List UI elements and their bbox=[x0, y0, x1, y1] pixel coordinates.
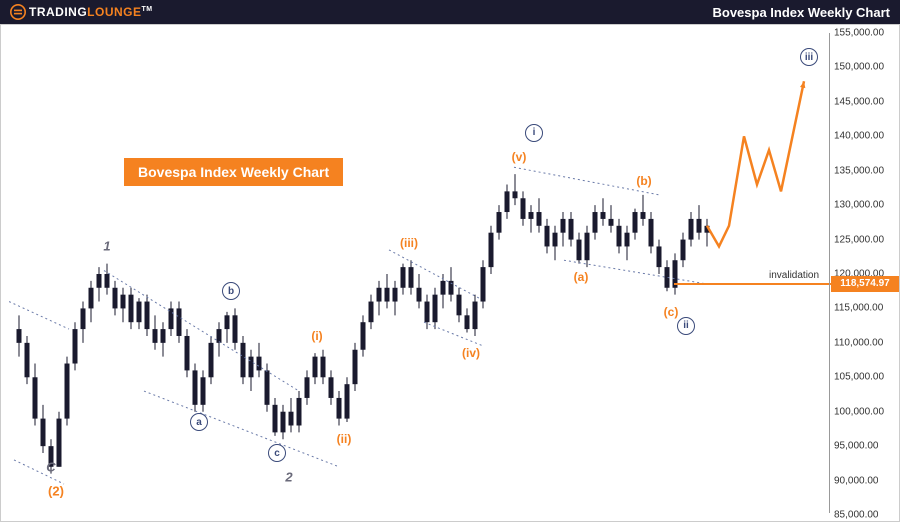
wave-label: 1 bbox=[103, 239, 110, 254]
logo-text-2: LOUNGE bbox=[87, 5, 141, 19]
wave-label: (b) bbox=[636, 174, 651, 188]
wave-label: C bbox=[46, 459, 55, 474]
header-title: Bovespa Index Weekly Chart bbox=[713, 5, 891, 20]
wave-label: i bbox=[525, 124, 543, 142]
y-tick: 85,000.00 bbox=[834, 510, 879, 521]
y-tick: 145,000.00 bbox=[834, 96, 884, 107]
y-axis: 85,000.0090,000.0095,000.00100,000.00105… bbox=[829, 33, 899, 513]
wave-label: (iii) bbox=[400, 236, 418, 250]
wave-label: (iv) bbox=[462, 346, 480, 360]
logo: TRADINGLOUNGETM bbox=[10, 4, 153, 20]
wave-label: a bbox=[190, 413, 208, 431]
y-tick: 95,000.00 bbox=[834, 441, 879, 452]
y-tick: 105,000.00 bbox=[834, 372, 884, 383]
wave-label: c bbox=[268, 444, 286, 462]
wave-label: iii bbox=[800, 48, 818, 66]
invalidation-line bbox=[674, 283, 831, 285]
wave-label: (v) bbox=[512, 150, 527, 164]
logo-icon bbox=[10, 4, 26, 20]
chart-plot[interactable]: Bovespa Index Weekly Chart invalidation … bbox=[9, 33, 829, 513]
y-tick: 150,000.00 bbox=[834, 62, 884, 73]
y-tick: 125,000.00 bbox=[834, 234, 884, 245]
y-tick: 100,000.00 bbox=[834, 406, 884, 417]
wave-label: b bbox=[222, 282, 240, 300]
chart-area: Bovespa Index Weekly Chart invalidation … bbox=[0, 24, 900, 522]
wave-label: (a) bbox=[574, 270, 589, 284]
chart-svg bbox=[9, 33, 831, 515]
y-tick: 140,000.00 bbox=[834, 131, 884, 142]
logo-text-1: TRADING bbox=[29, 5, 87, 19]
wave-label: (i) bbox=[311, 329, 322, 343]
price-marker-label: 118,574.97 bbox=[840, 278, 890, 289]
y-tick: 110,000.00 bbox=[834, 337, 883, 348]
y-tick: 115,000.00 bbox=[834, 303, 883, 314]
logo-tm: TM bbox=[142, 6, 153, 13]
wave-label: (c) bbox=[664, 305, 679, 319]
wave-label: 2 bbox=[285, 470, 292, 485]
y-tick: 90,000.00 bbox=[834, 475, 879, 486]
chart-title-box: Bovespa Index Weekly Chart bbox=[124, 158, 343, 186]
y-tick: 135,000.00 bbox=[834, 165, 884, 176]
wave-label: ii bbox=[677, 317, 695, 335]
invalidation-label: invalidation bbox=[769, 270, 819, 281]
wave-label: (ii) bbox=[337, 432, 352, 446]
y-tick: 130,000.00 bbox=[834, 200, 884, 211]
logo-text: TRADINGLOUNGETM bbox=[29, 5, 153, 19]
price-marker: 118,574.97 bbox=[831, 276, 899, 292]
wave-label: (2) bbox=[48, 483, 64, 498]
y-tick: 155,000.00 bbox=[834, 28, 884, 39]
header-bar: TRADINGLOUNGETM Bovespa Index Weekly Cha… bbox=[0, 0, 900, 24]
